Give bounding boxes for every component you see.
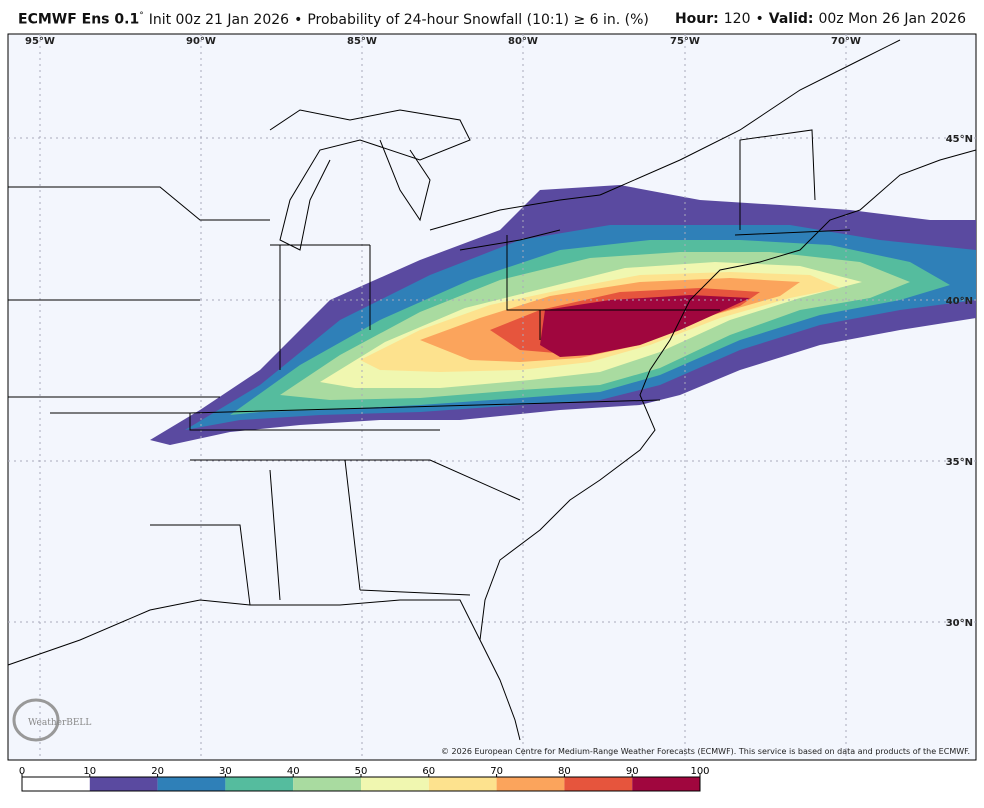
colorbar-tick-label: 60	[422, 766, 435, 777]
colorbar-tick-label: 90	[626, 766, 639, 777]
lat-label: 45°N	[946, 134, 973, 145]
coastline	[479, 149, 977, 741]
valid-label: Valid:	[768, 11, 814, 27]
gulf-coast	[7, 599, 481, 666]
lon-label: 95°W	[25, 36, 55, 47]
lat-label: 35°N	[946, 457, 973, 468]
lon-label: 70°W	[831, 36, 861, 47]
colorbar-tick-label: 30	[219, 766, 232, 777]
colorbar-tick-label: 70	[490, 766, 503, 777]
colorbar-tick-label: 50	[355, 766, 368, 777]
lon-label: 80°W	[508, 36, 538, 47]
logo: WeatherBELL	[28, 718, 91, 728]
colorbar-tick-label: 10	[83, 766, 96, 777]
lon-label: 75°W	[670, 36, 700, 47]
colorbar-tick-label: 100	[690, 766, 709, 777]
colorbar-segment	[22, 777, 90, 791]
separator: •	[755, 11, 764, 27]
credit: © 2026 European Centre for Medium-Range …	[441, 747, 970, 756]
colorbar-tick-label: 20	[151, 766, 164, 777]
header: ECMWF Ens 0.1° Init 00z 21 Jan 2026 • Proba…	[0, 0, 984, 34]
colorbar-segment	[496, 777, 565, 791]
colorbar-segment	[293, 777, 361, 791]
degree: °	[139, 11, 144, 21]
colorbar-segment	[564, 777, 633, 791]
colorbar-tick-label: 80	[558, 766, 571, 777]
colorbar-segment	[157, 777, 226, 791]
lat-label: 30°N	[946, 618, 973, 629]
colorbar-tick-label: 0	[19, 766, 25, 777]
state-lines	[8, 129, 851, 606]
colorbar-segment	[89, 777, 158, 791]
valid: 00z Mon 26 Jan 2026	[818, 11, 966, 27]
colorbar-segment	[361, 777, 429, 791]
colorbar-tick-label: 40	[287, 766, 300, 777]
st-lawrence	[599, 39, 901, 196]
snow-probability	[150, 185, 976, 445]
separator: •	[294, 11, 303, 28]
boundaries	[7, 39, 977, 741]
logo-mark	[12, 698, 60, 742]
lon-label: 85°W	[347, 36, 377, 47]
model: ECMWF Ens 0.1	[18, 11, 140, 28]
hour: 120	[723, 11, 751, 27]
great-lakes	[269, 109, 601, 251]
colorbar-segment	[632, 777, 700, 791]
lon-label: 90°W	[186, 36, 216, 47]
init: Init 00z 21 Jan 2026	[148, 11, 290, 28]
hour-label: Hour:	[674, 11, 719, 27]
header-left: ECMWF Ens 0.1° Init 00z 21 Jan 2026 • Proba…	[18, 11, 649, 28]
colorbar-segment	[428, 777, 497, 791]
lat-label: 40°N	[946, 296, 973, 307]
colorbar-segment	[225, 777, 294, 791]
product: Probability of 24-hour Snowfall (10:1) ≥…	[307, 11, 649, 28]
header-right: Hour: 120 • Valid: 00z Mon 26 Jan 2026	[675, 11, 966, 27]
graticule	[8, 34, 976, 760]
